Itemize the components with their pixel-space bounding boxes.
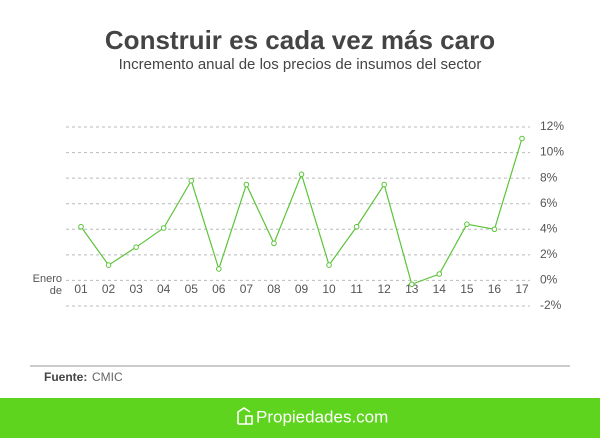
data-point [519,135,525,142]
x-tick-label: 02 [102,282,116,296]
chart-subtitle: Incremento anual de los precios de insum… [119,56,482,73]
brand-icon [237,407,253,425]
x-tick-label: 04 [157,282,171,296]
x-tick-label: 03 [129,282,143,296]
source-label: Fuente: [44,370,87,384]
data-point [271,240,277,247]
x-tick-label: 17 [515,282,529,296]
data-point [353,223,360,230]
data-point [491,226,498,233]
data-point [381,181,387,188]
data-point [160,225,167,231]
data-line [80,138,523,286]
data-point [298,171,305,178]
y-tick-label: -2% [540,298,562,312]
data-point [188,177,195,184]
x-tick-label: 06 [212,282,226,296]
source: CMIC [92,370,123,384]
footer-bar [0,398,600,438]
x-tick-label: 08 [267,282,281,296]
x-tick-label: 05 [185,282,199,296]
x-tick-label: 07 [240,282,254,296]
x-tick-label: 01 [74,282,88,296]
x-tick-label: 10 [322,282,336,296]
y-tick-label: 8% [540,170,558,184]
y-tick-label: 0% [540,273,558,287]
data-point [408,281,415,288]
x-tick-label: 11 [350,282,363,296]
x-tick-label: 14 [433,282,447,296]
x-tick-label: 09 [295,282,309,296]
data-point [133,244,139,250]
data-point [216,266,222,272]
data-point [326,262,332,268]
y-tick-label: 2% [540,247,558,261]
x-axis-label: de [50,285,62,297]
data-point [243,181,250,188]
x-tick-label: 13 [405,282,419,296]
data-point [78,223,84,230]
chart-title: Construir es cada vez más caro [105,25,495,55]
y-tick-label: 12% [540,119,564,133]
x-tick-label: 12 [378,282,392,296]
y-tick-label: 10% [540,145,564,159]
data-point [105,262,112,268]
y-tick-label: 6% [540,196,558,210]
x-tick-label: 15 [460,282,474,296]
data-point [464,221,470,227]
brand: Propiedades.com [256,407,388,426]
y-tick-label: 4% [540,221,558,235]
x-axis-label: Enero [33,273,62,285]
data-point [436,271,443,277]
x-tick-label: 16 [488,282,502,296]
